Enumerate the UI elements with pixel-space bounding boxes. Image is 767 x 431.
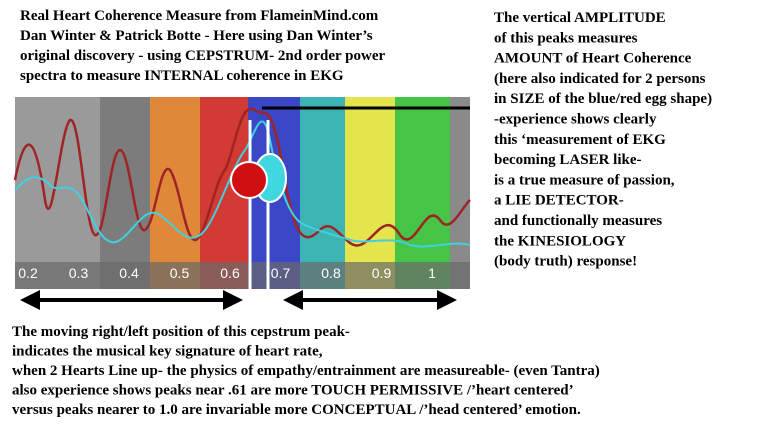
- axis-label: 0.3: [69, 265, 89, 281]
- note-line: of this peaks measures: [494, 30, 638, 46]
- note-line: -experience shows clearly: [494, 112, 657, 128]
- axis-label: 0.6: [220, 265, 240, 281]
- axis-label: 0.8: [321, 265, 341, 281]
- axis-label: 0.4: [119, 265, 139, 281]
- note-line: (body truth) response!: [494, 254, 637, 270]
- note-line: becoming LASER like-: [494, 152, 642, 168]
- note-line: is a true measure of passion,: [494, 172, 675, 188]
- axis-label: 0.9: [372, 265, 392, 281]
- header-line: Dan Winter & Patrick Botte - Here using …: [20, 28, 373, 44]
- annotations: Real Heart Coherence Measure from Flamei…: [12, 8, 712, 418]
- axis-label: 0.2: [18, 265, 38, 281]
- header-line: spectra to measure INTERNAL coherence in…: [20, 68, 344, 84]
- axis-label: 1: [428, 265, 436, 281]
- header-line: Real Heart Coherence Measure from Flamei…: [20, 8, 379, 24]
- note-line: also experience shows peaks near .61 are…: [12, 383, 574, 399]
- note-line: The moving right/left position of this c…: [12, 324, 350, 340]
- note-line: indicates the musical key signature of h…: [12, 344, 323, 360]
- note-line: a LIE DETECTOR-: [494, 193, 624, 209]
- note-line: and functionally measures: [494, 213, 662, 229]
- note-line: when 2 Hearts Line up- the physics of em…: [12, 363, 600, 379]
- note-line: AMOUNT of Heart Coherence: [494, 51, 692, 67]
- header-line: original discovery - using CEPSTRUM- 2nd…: [20, 48, 385, 64]
- note-line: The vertical AMPLITUDE: [494, 10, 666, 26]
- note-line: the KINESIOLOGY: [494, 233, 626, 249]
- note-line: in SIZE of the blue/red egg shape): [494, 91, 712, 107]
- note-line: this ‘measurement of EKG: [494, 132, 666, 148]
- axis-label: 0.5: [170, 265, 190, 281]
- note-line: versus peaks nearer to 1.0 are invariabl…: [12, 402, 581, 418]
- spectrum-image: [13, 97, 471, 289]
- note-line: (here also indicated for 2 persons: [494, 71, 706, 87]
- arrows: [20, 290, 457, 310]
- axis-label: 0.7: [271, 265, 291, 281]
